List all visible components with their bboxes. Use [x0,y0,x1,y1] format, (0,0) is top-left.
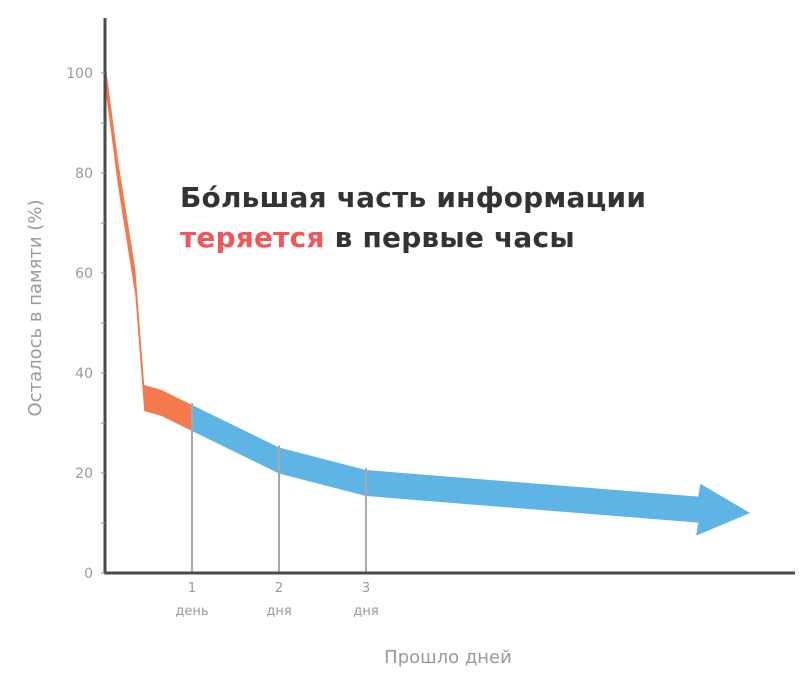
y-tick-label: 100 [66,66,93,82]
y-tick-label: 0 [84,566,93,582]
curve-band-1 [105,60,192,431]
headline-line-2-rest: в первые часы [324,221,575,254]
x-tick-number: 3 [362,581,370,596]
y-tick-label: 80 [75,166,93,182]
x-tick-unit: дня [353,604,378,619]
chart-axes [103,18,795,575]
y-tick-label: 40 [75,366,93,382]
x-axis-title: Прошло дней [384,647,512,668]
x-tick-unit: дня [266,604,291,619]
x-tick-unit: день [175,604,208,619]
chart-marks [105,60,751,536]
headline-accent-word: теряется [180,221,325,254]
day-marker-lines [191,403,367,573]
y-tick-label: 60 [75,266,93,282]
headline-line-2: теряется в первые часы [180,218,646,258]
x-tick-number: 1 [188,581,196,596]
y-tick-label: 20 [75,466,93,482]
headline-line-1: Бóльшая часть информации [180,181,647,214]
x-tick-number: 2 [275,581,283,596]
y-ticks: 0 20 40 60 80 100 [66,66,105,582]
x-ticks: 1 день 2 дня 3 дня [175,581,378,619]
curve-band-2 [192,405,751,536]
chart-headline: Бóльшая часть информации теряется в перв… [180,178,646,258]
y-axis-title: Осталось в памяти (%) [25,200,46,417]
